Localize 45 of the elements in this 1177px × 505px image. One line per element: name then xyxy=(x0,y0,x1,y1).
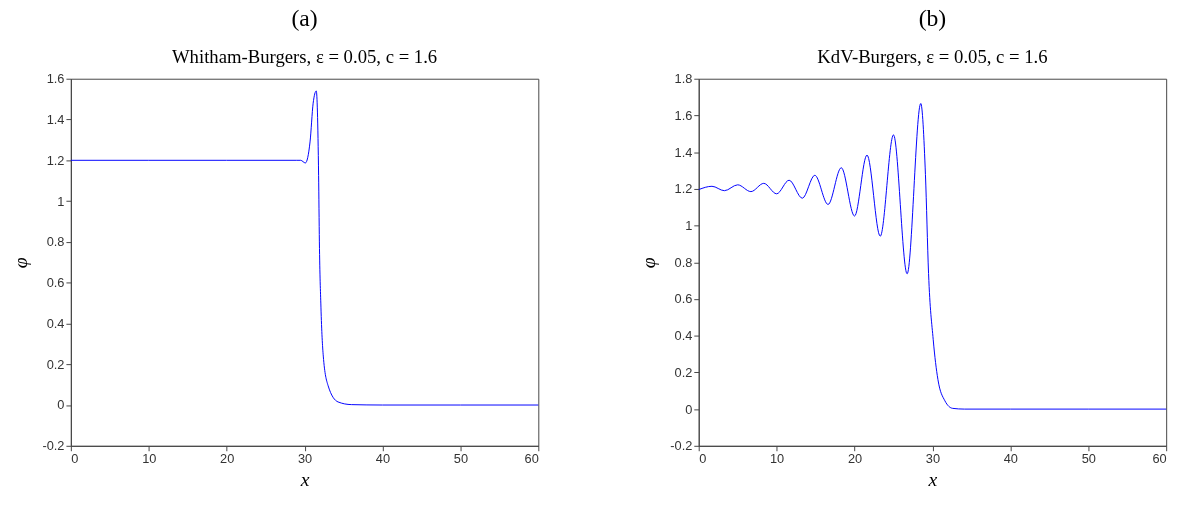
y-tick-label: 0.4 xyxy=(46,315,65,331)
y-tick-label: -0.2 xyxy=(42,438,65,454)
x-tick-label: 0 xyxy=(71,451,79,467)
y-tick-label: 0 xyxy=(57,397,65,413)
x-tick-label: 50 xyxy=(453,451,468,467)
x-tick-label: 30 xyxy=(925,451,941,467)
x-tick-label: 10 xyxy=(142,451,157,467)
chart-title: (a) xyxy=(291,4,318,31)
x-tick-label: 0 xyxy=(699,451,707,467)
y-tick-label: 0.6 xyxy=(674,291,693,307)
x-tick-label: 20 xyxy=(847,451,863,467)
y-tick-label: 1 xyxy=(57,193,65,209)
x-tick-label: 20 xyxy=(220,451,235,467)
x-axis-title: x xyxy=(927,467,938,490)
y-tick-label: 0 xyxy=(685,401,693,417)
y-tick-label: 1.2 xyxy=(46,152,65,168)
chart-title: (b) xyxy=(918,4,947,31)
y-tick-label: 0.2 xyxy=(46,356,65,372)
y-tick-label: 1 xyxy=(685,217,693,233)
y-tick-label: 1.2 xyxy=(674,181,693,197)
x-tick-label: 30 xyxy=(297,451,313,467)
y-axis-title: φ xyxy=(636,257,659,269)
chart-subtitle: Whitham-Burgers, ε = 0.05, c = 1.6 xyxy=(171,45,438,67)
x-tick-label: 60 xyxy=(1152,451,1167,467)
y-tick-label: 1.4 xyxy=(46,111,65,127)
y-tick-label: 1.6 xyxy=(674,107,693,123)
x-tick-label: 50 xyxy=(1081,451,1096,467)
x-axis-title: x xyxy=(299,467,310,490)
y-tick-label: -0.2 xyxy=(670,438,693,454)
y-tick-label: 0.4 xyxy=(674,328,693,344)
y-tick-label: 1.8 xyxy=(674,71,693,87)
x-tick-label: 40 xyxy=(375,451,391,467)
line-series xyxy=(698,103,1167,410)
x-tick-label: 40 xyxy=(1003,451,1018,467)
y-axis-title: φ xyxy=(8,257,31,269)
x-tick-label: 10 xyxy=(770,451,785,467)
y-tick-label: 1.6 xyxy=(46,71,65,87)
y-tick-label: 0.2 xyxy=(674,364,693,380)
line-series xyxy=(70,90,539,406)
y-tick-label: 0.6 xyxy=(46,275,65,291)
y-tick-label: 0.8 xyxy=(46,234,65,250)
chart-subtitle: KdV-Burgers, ε = 0.05, c = 1.6 xyxy=(817,45,1048,67)
y-tick-label: 0.8 xyxy=(674,254,693,270)
y-tick-label: 1.4 xyxy=(674,144,693,160)
x-tick-label: 60 xyxy=(524,451,539,467)
